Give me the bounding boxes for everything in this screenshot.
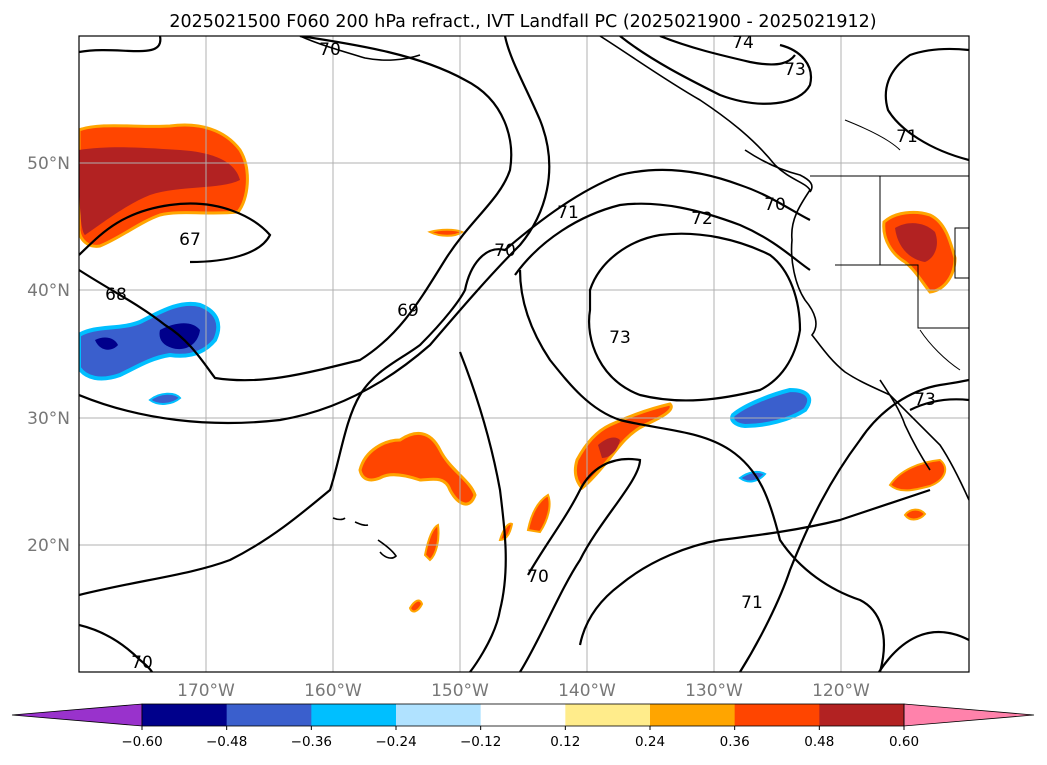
contour-label: 70 <box>319 40 341 60</box>
contour-label: 73 <box>784 60 806 80</box>
colorbar-bin <box>311 704 397 726</box>
colorbar-ticks: −0.60 −0.48 −0.36 −0.24 −0.12 0.12 0.24 0.36 0.4… <box>121 726 919 750</box>
positive-shading <box>79 123 957 613</box>
contour-path <box>79 168 811 597</box>
contour-path <box>79 36 162 54</box>
colorbar: −0.60 −0.48 −0.36 −0.24 −0.12 0.12 0.24 0.36 0.4… <box>11 703 1035 750</box>
colorbar-bin <box>650 704 736 726</box>
contour-path <box>518 269 885 672</box>
lon-label: 140°W <box>558 681 616 701</box>
colorbar-bin <box>734 704 820 726</box>
shade-west-blue <box>79 301 221 381</box>
colorbar-tick-label: −0.12 <box>460 734 501 750</box>
contour-path <box>878 630 969 672</box>
lat-label: 30°N <box>27 409 70 429</box>
contour-label: 70 <box>131 653 153 673</box>
shade-ne-dark <box>895 223 937 262</box>
coast-baja <box>879 379 931 471</box>
contour-label: 70 <box>494 241 516 261</box>
lon-label: 160°W <box>304 681 362 701</box>
lon-label: 150°W <box>431 681 489 701</box>
contour-path <box>79 202 272 264</box>
contour-path <box>79 36 551 425</box>
contour-label: 74 <box>732 33 754 53</box>
lat-label: 50°N <box>27 154 70 174</box>
coast-alaska <box>299 36 969 501</box>
colorbar-tick-label: 0.60 <box>889 734 919 750</box>
colorbar-tick-label: −0.24 <box>375 734 416 750</box>
shade-small-blue <box>148 392 767 483</box>
shade-small-bits <box>408 228 465 613</box>
contour-path <box>79 36 513 382</box>
lon-label: 120°W <box>812 681 870 701</box>
colorbar-segments <box>11 703 1035 727</box>
lat-label: 40°N <box>27 281 70 301</box>
colorbar-bin <box>480 704 566 726</box>
contour-path <box>458 351 507 672</box>
shade-south-blobs <box>423 493 551 562</box>
map-area: 70 74 73 71 67 68 69 70 71 72 70 73 73 7… <box>79 33 969 673</box>
colorbar-bin <box>396 704 482 726</box>
contour-path <box>588 232 802 402</box>
contour-label: 70 <box>764 195 786 215</box>
contour-label: 67 <box>179 230 201 250</box>
shade-se-blob <box>888 458 947 521</box>
colorbar-bin <box>226 704 312 726</box>
contour-path <box>659 36 796 66</box>
contour-path <box>739 378 969 672</box>
contour-label: 73 <box>609 328 631 348</box>
contour-label: 70 <box>527 567 549 587</box>
graticule <box>79 36 969 672</box>
contour-path <box>578 488 931 646</box>
lat-label: 20°N <box>27 536 70 556</box>
borders <box>810 119 969 371</box>
map-title: 2025021500 F060 200 hPa refract., IVT La… <box>169 12 876 32</box>
colorbar-bin <box>565 704 651 726</box>
contour-label: 73 <box>914 390 936 410</box>
refractivity-contours <box>79 36 969 672</box>
contour-label: 69 <box>397 301 419 321</box>
contour-label: 71 <box>557 203 579 223</box>
colorbar-tick-label: −0.60 <box>121 734 162 750</box>
contour-path <box>79 623 153 672</box>
coast-pacific-nw <box>744 149 813 193</box>
map-frame <box>78 35 970 673</box>
contour-path <box>519 457 642 672</box>
negative-shading <box>79 301 811 483</box>
colorbar-tick-label: −0.48 <box>206 734 247 750</box>
colorbar-tick-label: 0.36 <box>720 734 750 750</box>
contour-label: 71 <box>741 593 763 613</box>
coast-hawaii <box>332 517 398 559</box>
shade-central-streak-dark <box>598 437 620 458</box>
longitude-labels: 170°W 160°W 150°W 140°W 130°W 120°W <box>177 681 870 701</box>
colorbar-bin <box>142 704 228 726</box>
colorbar-tick-label: 0.12 <box>550 734 580 750</box>
contour-path <box>619 36 813 105</box>
coastlines <box>299 36 969 559</box>
contour-path <box>514 202 811 276</box>
contour-path <box>909 398 969 411</box>
colorbar-tick-label: −0.36 <box>291 734 332 750</box>
colorbar-bin <box>819 704 905 726</box>
shade-central-cluster <box>358 431 477 506</box>
shade-east-blue <box>730 387 811 429</box>
colorbar-tick-label: 0.48 <box>804 734 834 750</box>
colorbar-extend-min <box>11 703 143 727</box>
contour-label: 68 <box>105 285 127 305</box>
lon-label: 130°W <box>685 681 743 701</box>
latitude-labels: 50°N 40°N 30°N 20°N <box>27 154 70 556</box>
contour-label: 72 <box>691 209 713 229</box>
contour-path <box>884 47 969 162</box>
colorbar-tick-label: 0.24 <box>635 734 665 750</box>
contour-labels: 70 74 73 71 67 68 69 70 71 72 70 73 73 7… <box>105 33 936 673</box>
colorbar-extend-max <box>903 703 1035 727</box>
contour-label: 71 <box>896 127 918 147</box>
colorbar-outline <box>141 703 905 727</box>
shade-nw-dark <box>79 147 240 235</box>
lon-label: 170°W <box>177 681 235 701</box>
